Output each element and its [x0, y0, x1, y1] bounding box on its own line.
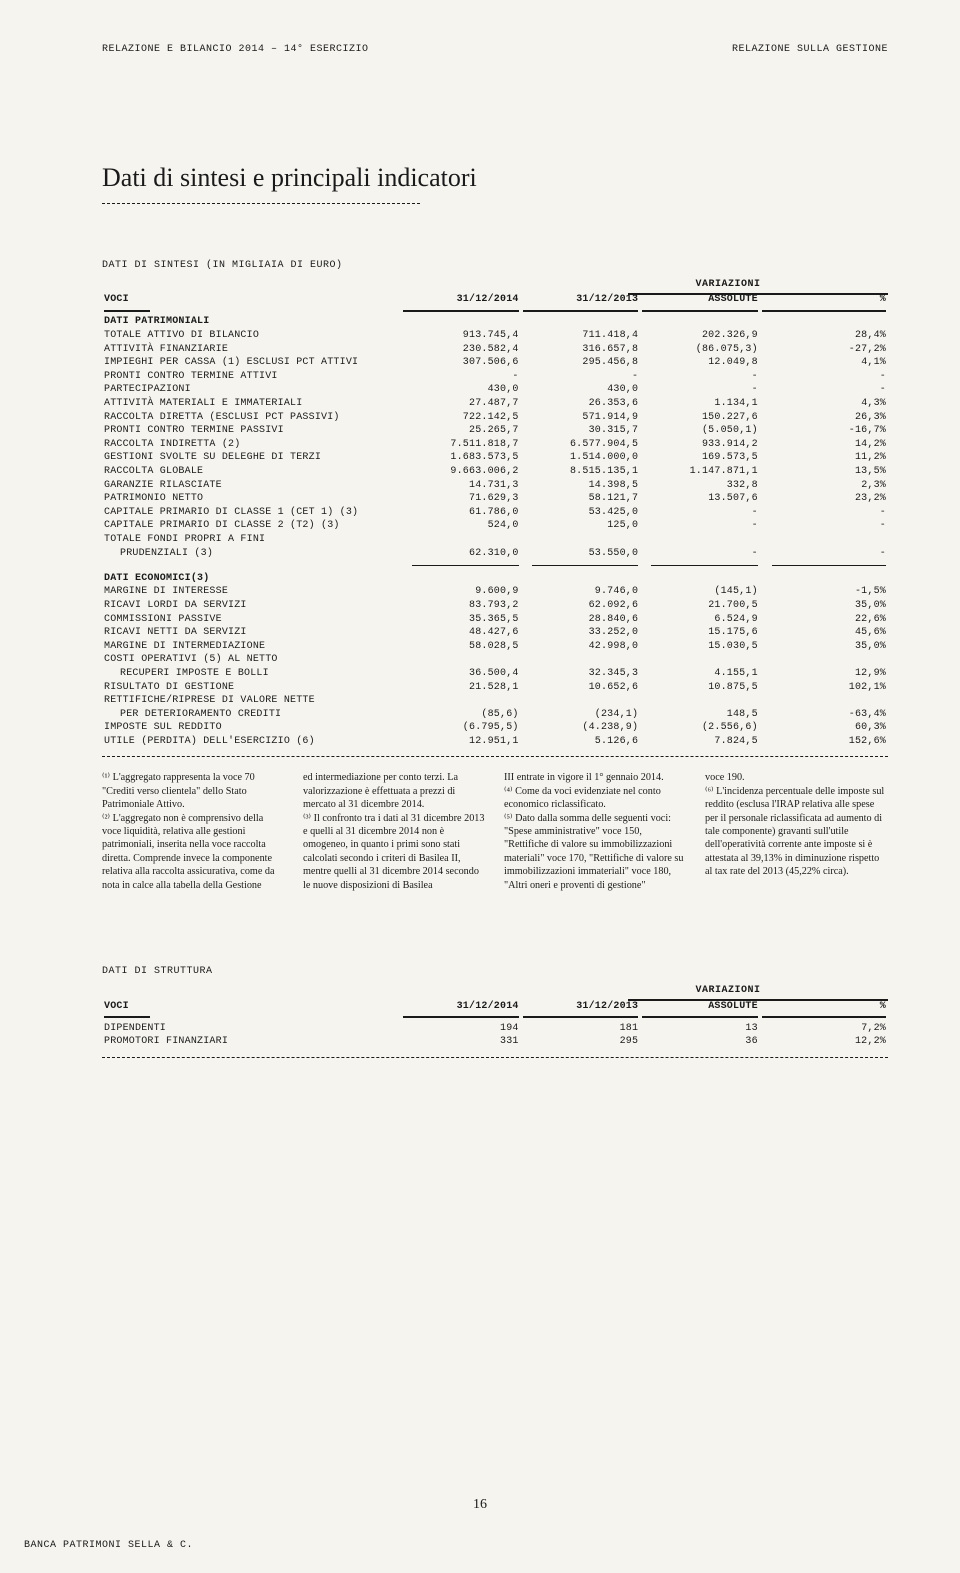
footnote-col-4: voce 190.⁽⁶⁾ L'incidenza percentuale del…: [705, 771, 888, 892]
col-2013: 31/12/2013: [521, 293, 641, 307]
main-table: VOCI 31/12/2014 31/12/2013 ASSOLUTE % DA…: [102, 293, 888, 748]
page-number: 16: [0, 1497, 960, 1513]
table-row: RETTIFICHE/RIPRESE DI VALORE NETTE: [102, 694, 888, 708]
table-row: GARANZIE RILASCIATE14.731,314.398,5332,8…: [102, 478, 888, 492]
table-row: RECUPERI IMPOSTE E BOLLI36.500,432.345,3…: [102, 667, 888, 681]
col-2014: 31/12/2014: [401, 293, 521, 307]
col-assolute: ASSOLUTE: [640, 293, 760, 307]
table-row: RACCOLTA GLOBALE9.663.006,28.515.135,11.…: [102, 465, 888, 479]
variazioni-bar: [628, 293, 888, 295]
table-row: RICAVI NETTI DA SERVIZI48.427,633.252,01…: [102, 626, 888, 640]
table-row: RACCOLTA DIRETTA (ESCLUSI PCT PASSIVI)72…: [102, 410, 888, 424]
col-voci: VOCI: [102, 293, 401, 307]
page-title: Dati di sintesi e principali indicatori: [102, 163, 888, 193]
tot-fondi-label2: PRUDENZIALI (3): [102, 546, 401, 560]
col-pct-2: %: [760, 999, 888, 1013]
table-end-rule: [102, 756, 888, 757]
table-row: UTILE (PERDITA) DELL'ESERCIZIO (6)12.951…: [102, 735, 888, 749]
variazioni-bar-2: [628, 999, 888, 1001]
footnote-col-3: III entrate in vigore il 1° gennaio 2014…: [504, 771, 687, 892]
col-assolute-2: ASSOLUTE: [640, 999, 760, 1013]
table-row: PROMOTORI FINANZIARI3312953612,2%: [102, 1035, 888, 1049]
table-row: RISULTATO DI GESTIONE21.528,110.652,610.…: [102, 680, 888, 694]
economici-head: DATI ECONOMICI(3): [102, 571, 888, 585]
table-row: COSTI OPERATIVI (5) AL NETTO: [102, 653, 888, 667]
footer-brand: BANCA PATRIMONI SELLA & C.: [24, 1540, 193, 1551]
footnote-col-2: ed intermediazione per conto terzi. La v…: [303, 771, 486, 892]
table-row: IMPIEGHI PER CASSA (1) ESCLUSI PCT ATTIV…: [102, 356, 888, 370]
col-voci-2: VOCI: [102, 999, 401, 1013]
variazioni-label-2: VARIAZIONI: [628, 985, 828, 996]
struct-caption: DATI DI STRUTTURA: [102, 966, 888, 977]
tot-fondi-label1: TOTALE FONDI PROPRI A FINI: [102, 533, 888, 547]
footnote-col-1: ⁽¹⁾ L'aggregato rappresenta la voce 70 "…: [102, 771, 285, 892]
footnotes: ⁽¹⁾ L'aggregato rappresenta la voce 70 "…: [102, 771, 888, 892]
table-row: CAPITALE PRIMARIO DI CLASSE 2 (T2) (3)52…: [102, 519, 888, 533]
table-row: ATTIVITÀ FINANZIARIE230.582,4316.657,8(8…: [102, 342, 888, 356]
table-row: PRONTI CONTRO TERMINE PASSIVI25.265,730.…: [102, 424, 888, 438]
table-row: ATTIVITÀ MATERIALI E IMMATERIALI27.487,7…: [102, 397, 888, 411]
table-row: PARTECIPAZIONI430,0430,0--: [102, 383, 888, 397]
table-row: PER DETERIORAMENTO CREDITI(85,6)(234,1)1…: [102, 707, 888, 721]
col-2014-2: 31/12/2014: [401, 999, 521, 1013]
table-row: COMMISSIONI PASSIVE35.365,528.840,66.524…: [102, 612, 888, 626]
header-right: RELAZIONE SULLA GESTIONE: [732, 44, 888, 55]
struct-end-rule: [102, 1057, 888, 1058]
table-row: RACCOLTA INDIRETTA (2)7.511.818,76.577.9…: [102, 438, 888, 452]
col-2013-2: 31/12/2013: [521, 999, 641, 1013]
table-row: PRONTI CONTRO TERMINE ATTIVI----: [102, 370, 888, 384]
table-row: MARGINE DI INTERESSE9.600,99.746,0(145,1…: [102, 585, 888, 599]
struct-table: VOCI 31/12/2014 31/12/2013 ASSOLUTE % DI…: [102, 999, 888, 1048]
table-row: DIPENDENTI194181137,2%: [102, 1021, 888, 1035]
title-rule: [102, 203, 420, 204]
variazioni-label: VARIAZIONI: [628, 279, 828, 290]
table-row: GESTIONI SVOLTE SU DELEGHE DI TERZI1.683…: [102, 451, 888, 465]
table-row: TOTALE ATTIVO DI BILANCIO913.745,4711.41…: [102, 329, 888, 343]
table-row: PATRIMONIO NETTO71.629,358.121,713.507,6…: [102, 492, 888, 506]
col-pct: %: [760, 293, 888, 307]
table-row: IMPOSTE SUL REDDITO(6.795,5)(4.238,9)(2.…: [102, 721, 888, 735]
sintesi-caption: DATI DI SINTESI (IN MIGLIAIA DI EURO): [102, 260, 888, 271]
table-row: RICAVI LORDI DA SERVIZI83.793,262.092,62…: [102, 599, 888, 613]
table-row: CAPITALE PRIMARIO DI CLASSE 1 (CET 1) (3…: [102, 506, 888, 520]
patrimoniali-head: DATI PATRIMONIALI: [102, 315, 888, 329]
table-row: MARGINE DI INTERMEDIAZIONE58.028,542.998…: [102, 639, 888, 653]
